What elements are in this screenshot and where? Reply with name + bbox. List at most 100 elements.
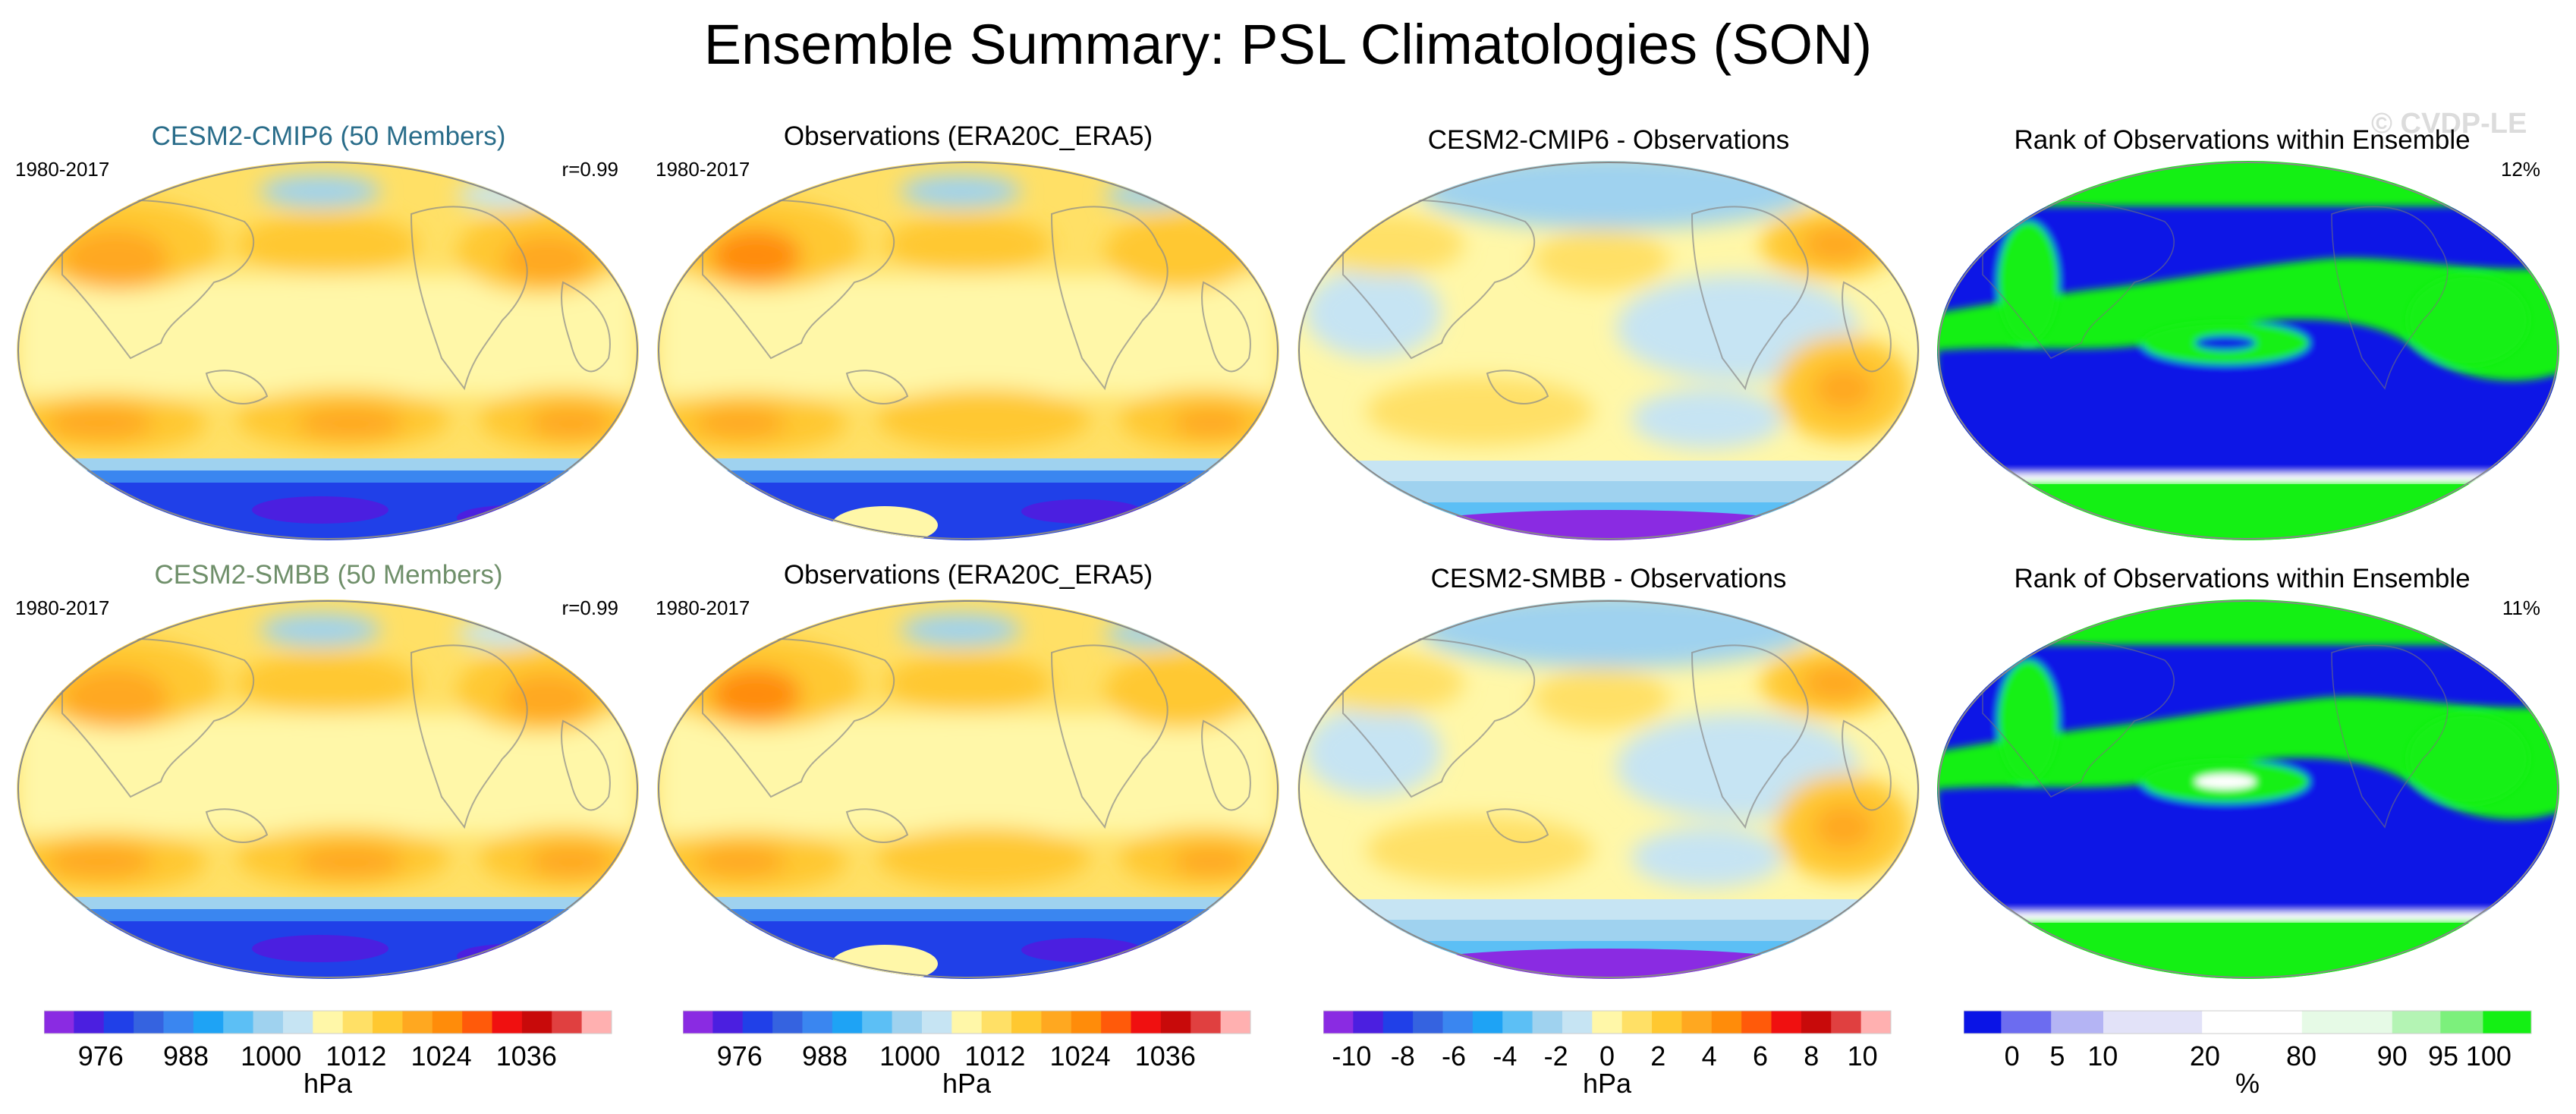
colorbar-tick-label: 976	[78, 1040, 124, 1072]
diff-panel-title-row2: CESM2-SMBB - Observations	[1430, 564, 1787, 593]
colorbar-swatch	[802, 1011, 833, 1034]
colorbar-tick-label: 95	[2428, 1040, 2458, 1072]
rank-percent-label: 12%	[2500, 158, 2540, 181]
psl-colorbar-model: 976 988 1000 1012 1024 1036 hPa	[44, 1010, 612, 1099]
colorbar-tick-label: 1012	[964, 1040, 1025, 1072]
colorbar-unit-label: hPa	[304, 1068, 353, 1099]
figure-title: Ensemble Summary: PSL Climatologies (SON…	[703, 13, 1873, 76]
obs-panel-title-row1: Observations (ERA20C_ERA5)	[783, 121, 1153, 151]
colorbar-swatch	[462, 1011, 493, 1034]
correlation-label: r=0.99	[561, 158, 618, 181]
colorbar-tick-label: -2	[1544, 1040, 1568, 1072]
rank-percent-label: 11%	[2502, 596, 2540, 619]
colorbar-swatch	[1532, 1011, 1563, 1034]
period-label: 1980-2017	[656, 596, 750, 619]
colorbar-swatch	[1562, 1011, 1593, 1034]
colorbar-frame	[1964, 1010, 2532, 1034]
colorbar-swatch	[134, 1011, 164, 1034]
model-psl-map-row1	[17, 161, 639, 540]
colorbar-swatch	[1502, 1011, 1533, 1034]
colorbar-swatch	[2483, 1011, 2532, 1034]
colorbar-swatch	[1413, 1011, 1443, 1034]
colorbar-swatch	[2051, 1011, 2104, 1034]
rank-map-row2	[1937, 599, 2559, 979]
diff-psl-map-row2	[1297, 599, 1920, 979]
colorbar-swatch	[832, 1011, 863, 1034]
period-label: 1980-2017	[656, 158, 750, 181]
colorbar-swatch	[2001, 1011, 2052, 1034]
colorbar-tick-label: 976	[717, 1040, 763, 1072]
colorbar-swatch	[1652, 1011, 1682, 1034]
colorbar-swatch	[1382, 1011, 1414, 1034]
colorbar-swatch	[342, 1011, 373, 1034]
colorbar-swatch	[373, 1011, 403, 1034]
colorbar-tick-label: 0	[2005, 1040, 2020, 1072]
colorbar-tick-label: 1000	[241, 1040, 301, 1072]
model-psl-map-row2	[17, 599, 639, 979]
colorbar-tick-label: 6	[1753, 1040, 1768, 1072]
colorbar-swatch	[2202, 1011, 2303, 1034]
colorbar-swatch	[1101, 1011, 1132, 1034]
colorbar-swatch	[402, 1011, 433, 1034]
colorbar-swatch	[1041, 1011, 1072, 1034]
colorbar-swatch	[193, 1011, 224, 1034]
rank-colorbar: 0 5 10 20 80 90 95 100%	[1964, 1010, 2532, 1099]
colorbar-swatch	[1131, 1011, 1162, 1034]
colorbar-swatch	[1220, 1011, 1251, 1034]
colorbar-tick-label: 1024	[1050, 1040, 1111, 1072]
colorbar-swatch	[1860, 1011, 1892, 1034]
colorbar-swatch	[552, 1011, 583, 1034]
colorbar-swatch	[103, 1011, 134, 1034]
colorbar-unit-label: hPa	[1583, 1068, 1632, 1099]
correlation-label: r=0.99	[561, 596, 618, 619]
colorbar-swatch	[981, 1011, 1012, 1034]
colorbar-tick-label: 1000	[879, 1040, 940, 1072]
rank-map-row1	[1937, 161, 2559, 540]
colorbar-swatch	[1071, 1011, 1102, 1034]
colorbar-swatch	[581, 1011, 612, 1034]
colorbar-tick-label: 988	[163, 1040, 209, 1072]
colorbar-tick-label: 0	[1599, 1040, 1615, 1072]
colorbar-swatch	[1741, 1011, 1772, 1034]
colorbar-tick-label: 8	[1804, 1040, 1819, 1072]
colorbar-swatch	[1592, 1011, 1623, 1034]
model-panel-title-row1: CESM2-CMIP6 (50 Members)	[151, 121, 506, 151]
colorbar-swatch	[2301, 1011, 2393, 1034]
colorbar-swatch	[1353, 1011, 1384, 1034]
colorbar-swatch	[1160, 1011, 1191, 1034]
colorbar-tick-label: 1012	[326, 1040, 386, 1072]
colorbar-swatch	[2440, 1011, 2483, 1034]
diff-panel-title-row1: CESM2-CMIP6 - Observations	[1427, 125, 1790, 155]
rank-panel-title-row2: Rank of Observations within Ensemble	[2014, 564, 2471, 593]
colorbar-swatch	[432, 1011, 463, 1034]
colorbar-swatch	[1011, 1011, 1042, 1034]
colorbar-swatch	[712, 1011, 744, 1034]
colorbar-frame	[1323, 1010, 1892, 1034]
colorbar-swatch	[1831, 1011, 1862, 1034]
colorbar-swatch	[74, 1011, 105, 1034]
colorbar-frame	[44, 1010, 612, 1034]
colorbar-swatch	[1964, 1011, 2002, 1034]
colorbar-tick-label: 988	[802, 1040, 848, 1072]
colorbar-swatch	[313, 1011, 344, 1034]
colorbar-swatch	[44, 1011, 74, 1034]
period-label: 1980-2017	[15, 158, 110, 181]
colorbar-tick-label: 10	[1848, 1040, 1878, 1072]
colorbar-tick-label: 20	[2190, 1040, 2220, 1072]
colorbar-swatch	[742, 1011, 773, 1034]
colorbar-unit-label: hPa	[942, 1068, 992, 1099]
colorbar-frame	[683, 1010, 1251, 1034]
colorbar-tick-label: -6	[1442, 1040, 1466, 1072]
colorbar-swatch	[223, 1011, 254, 1034]
colorbar-swatch	[253, 1011, 284, 1034]
colorbar-tick-label: 100	[2466, 1040, 2512, 1072]
obs-panel-title-row2: Observations (ERA20C_ERA5)	[783, 560, 1153, 590]
colorbar-swatch	[163, 1011, 194, 1034]
model-panel-title-row2: CESM2-SMBB (50 Members)	[154, 560, 503, 590]
colorbar-swatch	[1771, 1011, 1802, 1034]
colorbar-tick-label: 1024	[411, 1040, 472, 1072]
colorbar-swatch	[1190, 1011, 1222, 1034]
diff-colorbar: -10 -8 -6 -4 -2 0 2 4 6 8 10 hPa	[1323, 1010, 1892, 1099]
colorbar-tick-label: 1036	[496, 1040, 557, 1072]
colorbar-swatch	[1711, 1011, 1742, 1034]
